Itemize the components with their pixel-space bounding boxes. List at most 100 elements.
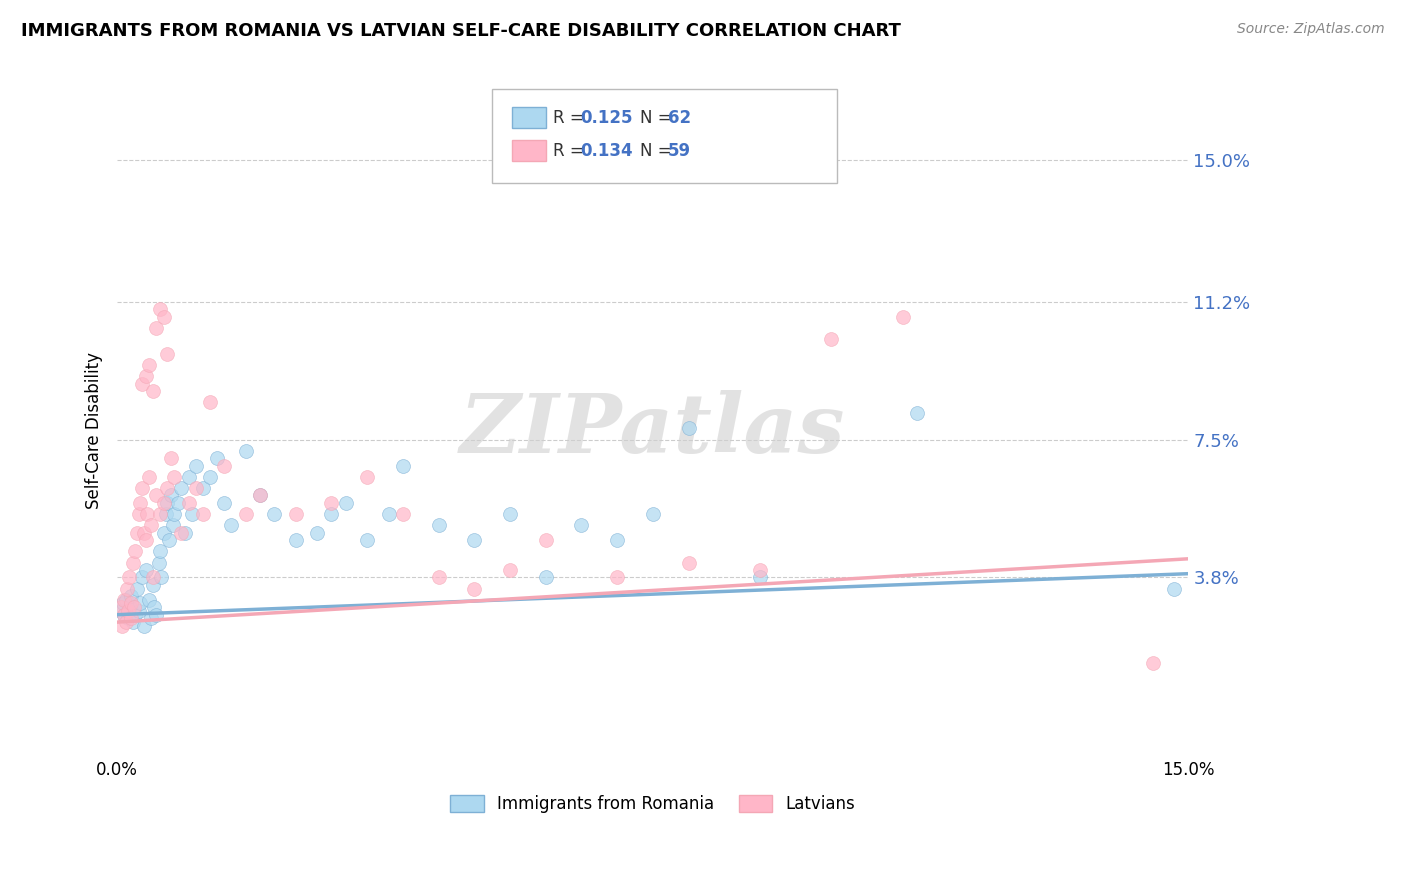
Point — [149, 544, 172, 558]
Point — [1142, 656, 1164, 670]
Point — [129, 597, 152, 611]
Point — [235, 443, 257, 458]
Point — [1163, 582, 1185, 596]
Point — [155, 507, 177, 521]
Point — [335, 496, 357, 510]
Point — [111, 619, 134, 633]
Point — [145, 488, 167, 502]
Point — [122, 615, 145, 629]
Point — [114, 592, 136, 607]
Point — [122, 556, 145, 570]
Text: 59: 59 — [668, 142, 690, 160]
Point — [499, 507, 522, 521]
Point — [138, 592, 160, 607]
Text: 0.125: 0.125 — [581, 109, 633, 127]
Point — [905, 407, 928, 421]
Point — [110, 604, 132, 618]
Point — [392, 507, 415, 521]
Point — [159, 488, 181, 502]
Point — [356, 533, 378, 548]
Point — [131, 376, 153, 391]
Point — [138, 358, 160, 372]
Point — [131, 570, 153, 584]
Point — [499, 563, 522, 577]
Legend: Immigrants from Romania, Latvians: Immigrants from Romania, Latvians — [443, 789, 862, 820]
Point — [115, 582, 138, 596]
Point — [112, 607, 135, 622]
Point — [121, 597, 143, 611]
Text: ZIPatlas: ZIPatlas — [460, 390, 845, 470]
Point — [124, 544, 146, 558]
Point — [678, 421, 700, 435]
Text: R =: R = — [553, 109, 589, 127]
Point — [221, 518, 243, 533]
Point — [162, 518, 184, 533]
Point — [117, 604, 139, 618]
Point — [157, 533, 180, 548]
Point — [145, 320, 167, 334]
Point — [284, 533, 307, 548]
Point — [463, 582, 485, 596]
Point — [142, 384, 165, 398]
Point — [163, 507, 186, 521]
Point — [678, 556, 700, 570]
Point — [142, 570, 165, 584]
Y-axis label: Self-Care Disability: Self-Care Disability — [86, 351, 103, 508]
Point — [145, 607, 167, 622]
Text: N =: N = — [640, 109, 676, 127]
Point — [170, 525, 193, 540]
Point — [427, 570, 450, 584]
Point — [156, 347, 179, 361]
Point — [198, 470, 221, 484]
Text: N =: N = — [640, 142, 676, 160]
Point — [249, 488, 271, 502]
Point — [170, 481, 193, 495]
Text: 62: 62 — [668, 109, 690, 127]
Point — [142, 578, 165, 592]
Point — [131, 481, 153, 495]
Point — [128, 507, 150, 521]
Text: 0.134: 0.134 — [581, 142, 633, 160]
Point — [111, 597, 134, 611]
Point — [120, 611, 142, 625]
Point — [143, 600, 166, 615]
Point — [152, 496, 174, 510]
Point — [135, 563, 157, 577]
Point — [149, 507, 172, 521]
Point — [149, 302, 172, 317]
Point — [321, 496, 343, 510]
Point — [134, 619, 156, 633]
Point — [392, 458, 415, 473]
Point — [191, 481, 214, 495]
Point — [156, 481, 179, 495]
Point — [235, 507, 257, 521]
Point — [141, 611, 163, 625]
Text: IMMIGRANTS FROM ROMANIA VS LATVIAN SELF-CARE DISABILITY CORRELATION CHART: IMMIGRANTS FROM ROMANIA VS LATVIAN SELF-… — [21, 22, 901, 40]
Point — [191, 507, 214, 521]
Point — [891, 310, 914, 324]
Point — [141, 518, 163, 533]
Point — [284, 507, 307, 521]
Point — [167, 496, 190, 510]
Point — [118, 570, 141, 584]
Point — [110, 600, 132, 615]
Point — [198, 395, 221, 409]
Point — [463, 533, 485, 548]
Point — [307, 525, 329, 540]
Point — [748, 570, 770, 584]
Point — [150, 570, 173, 584]
Point — [427, 518, 450, 533]
Point — [606, 533, 628, 548]
Point — [820, 332, 842, 346]
Point — [263, 507, 285, 521]
Point — [124, 607, 146, 622]
Point — [174, 525, 197, 540]
Point — [249, 488, 271, 502]
Point — [534, 533, 557, 548]
Point — [127, 525, 149, 540]
Point — [641, 507, 664, 521]
Point — [135, 533, 157, 548]
Point — [117, 611, 139, 625]
Point — [129, 496, 152, 510]
Point — [177, 470, 200, 484]
